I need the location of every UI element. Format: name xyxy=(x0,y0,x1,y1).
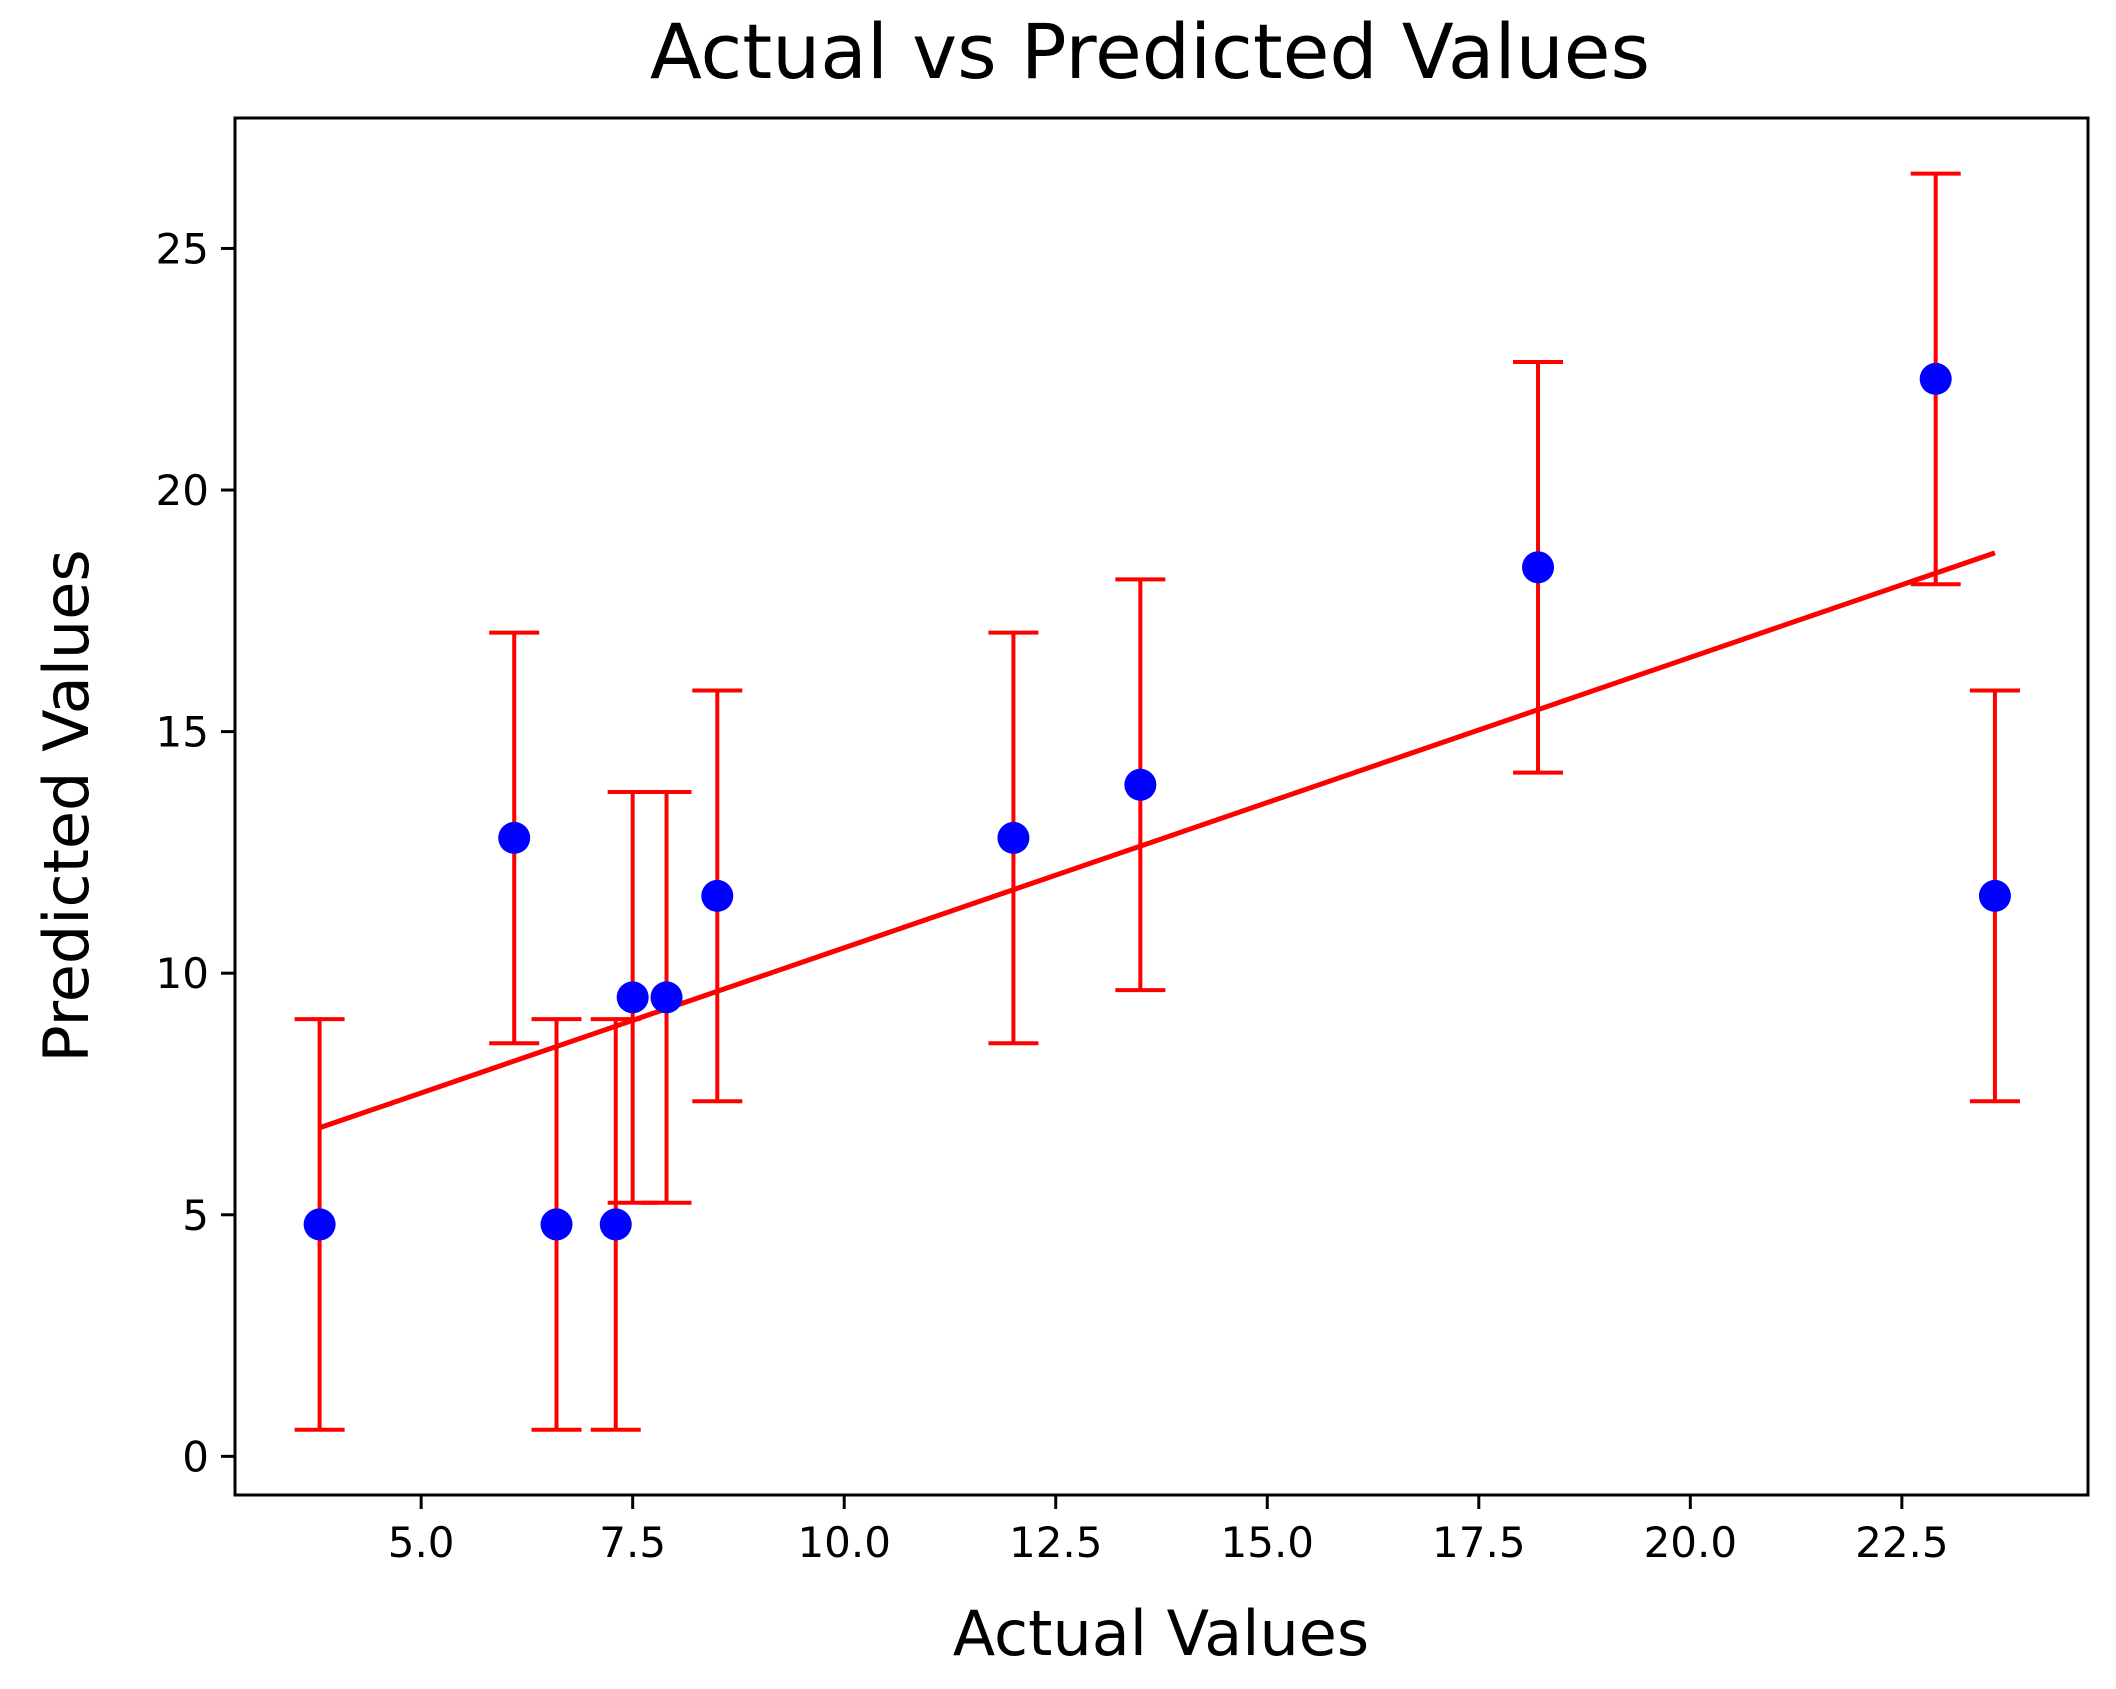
x-tick-label: 17.5 xyxy=(1432,1518,1526,1567)
x-tick-label: 22.5 xyxy=(1855,1518,1949,1567)
x-tick-label: 15.0 xyxy=(1221,1518,1315,1567)
data-point xyxy=(1978,879,2011,912)
y-tick-label: 25 xyxy=(156,224,209,273)
y-tick-label: 20 xyxy=(156,466,209,515)
y-axis-ticks: 0 5 10 15 20 25 xyxy=(156,224,235,1481)
x-tick-label: 10.0 xyxy=(797,1518,891,1567)
y-axis-label: Predicted Values xyxy=(30,549,103,1062)
data-point xyxy=(997,821,1030,854)
x-tick-label: 12.5 xyxy=(1009,1518,1103,1567)
plot-content xyxy=(294,171,2020,1432)
data-point xyxy=(1124,768,1157,801)
data-point xyxy=(616,981,649,1014)
x-axis-label: Actual Values xyxy=(953,1597,1370,1670)
data-point xyxy=(701,879,734,912)
y-tick-label: 0 xyxy=(182,1432,209,1481)
data-point xyxy=(599,1208,632,1241)
y-tick-label: 15 xyxy=(156,708,209,757)
x-axis-ticks: 5.0 7.5 10.0 12.5 15.0 17.5 20.0 22.5 xyxy=(388,1495,1949,1567)
x-tick-label: 7.5 xyxy=(599,1518,666,1567)
x-tick-label: 5.0 xyxy=(388,1518,455,1567)
chart-title: Actual vs Predicted Values xyxy=(650,7,1650,96)
data-point xyxy=(540,1208,573,1241)
fit-line xyxy=(318,550,1996,1131)
data-point xyxy=(498,821,531,854)
data-point xyxy=(650,981,683,1014)
plot-frame xyxy=(233,116,2090,1497)
y-tick-label: 10 xyxy=(156,949,209,998)
data-point xyxy=(303,1208,336,1241)
y-tick-label: 5 xyxy=(182,1191,209,1240)
x-tick-label: 20.0 xyxy=(1644,1518,1738,1567)
data-point xyxy=(1522,551,1555,584)
data-point xyxy=(1919,362,1952,395)
